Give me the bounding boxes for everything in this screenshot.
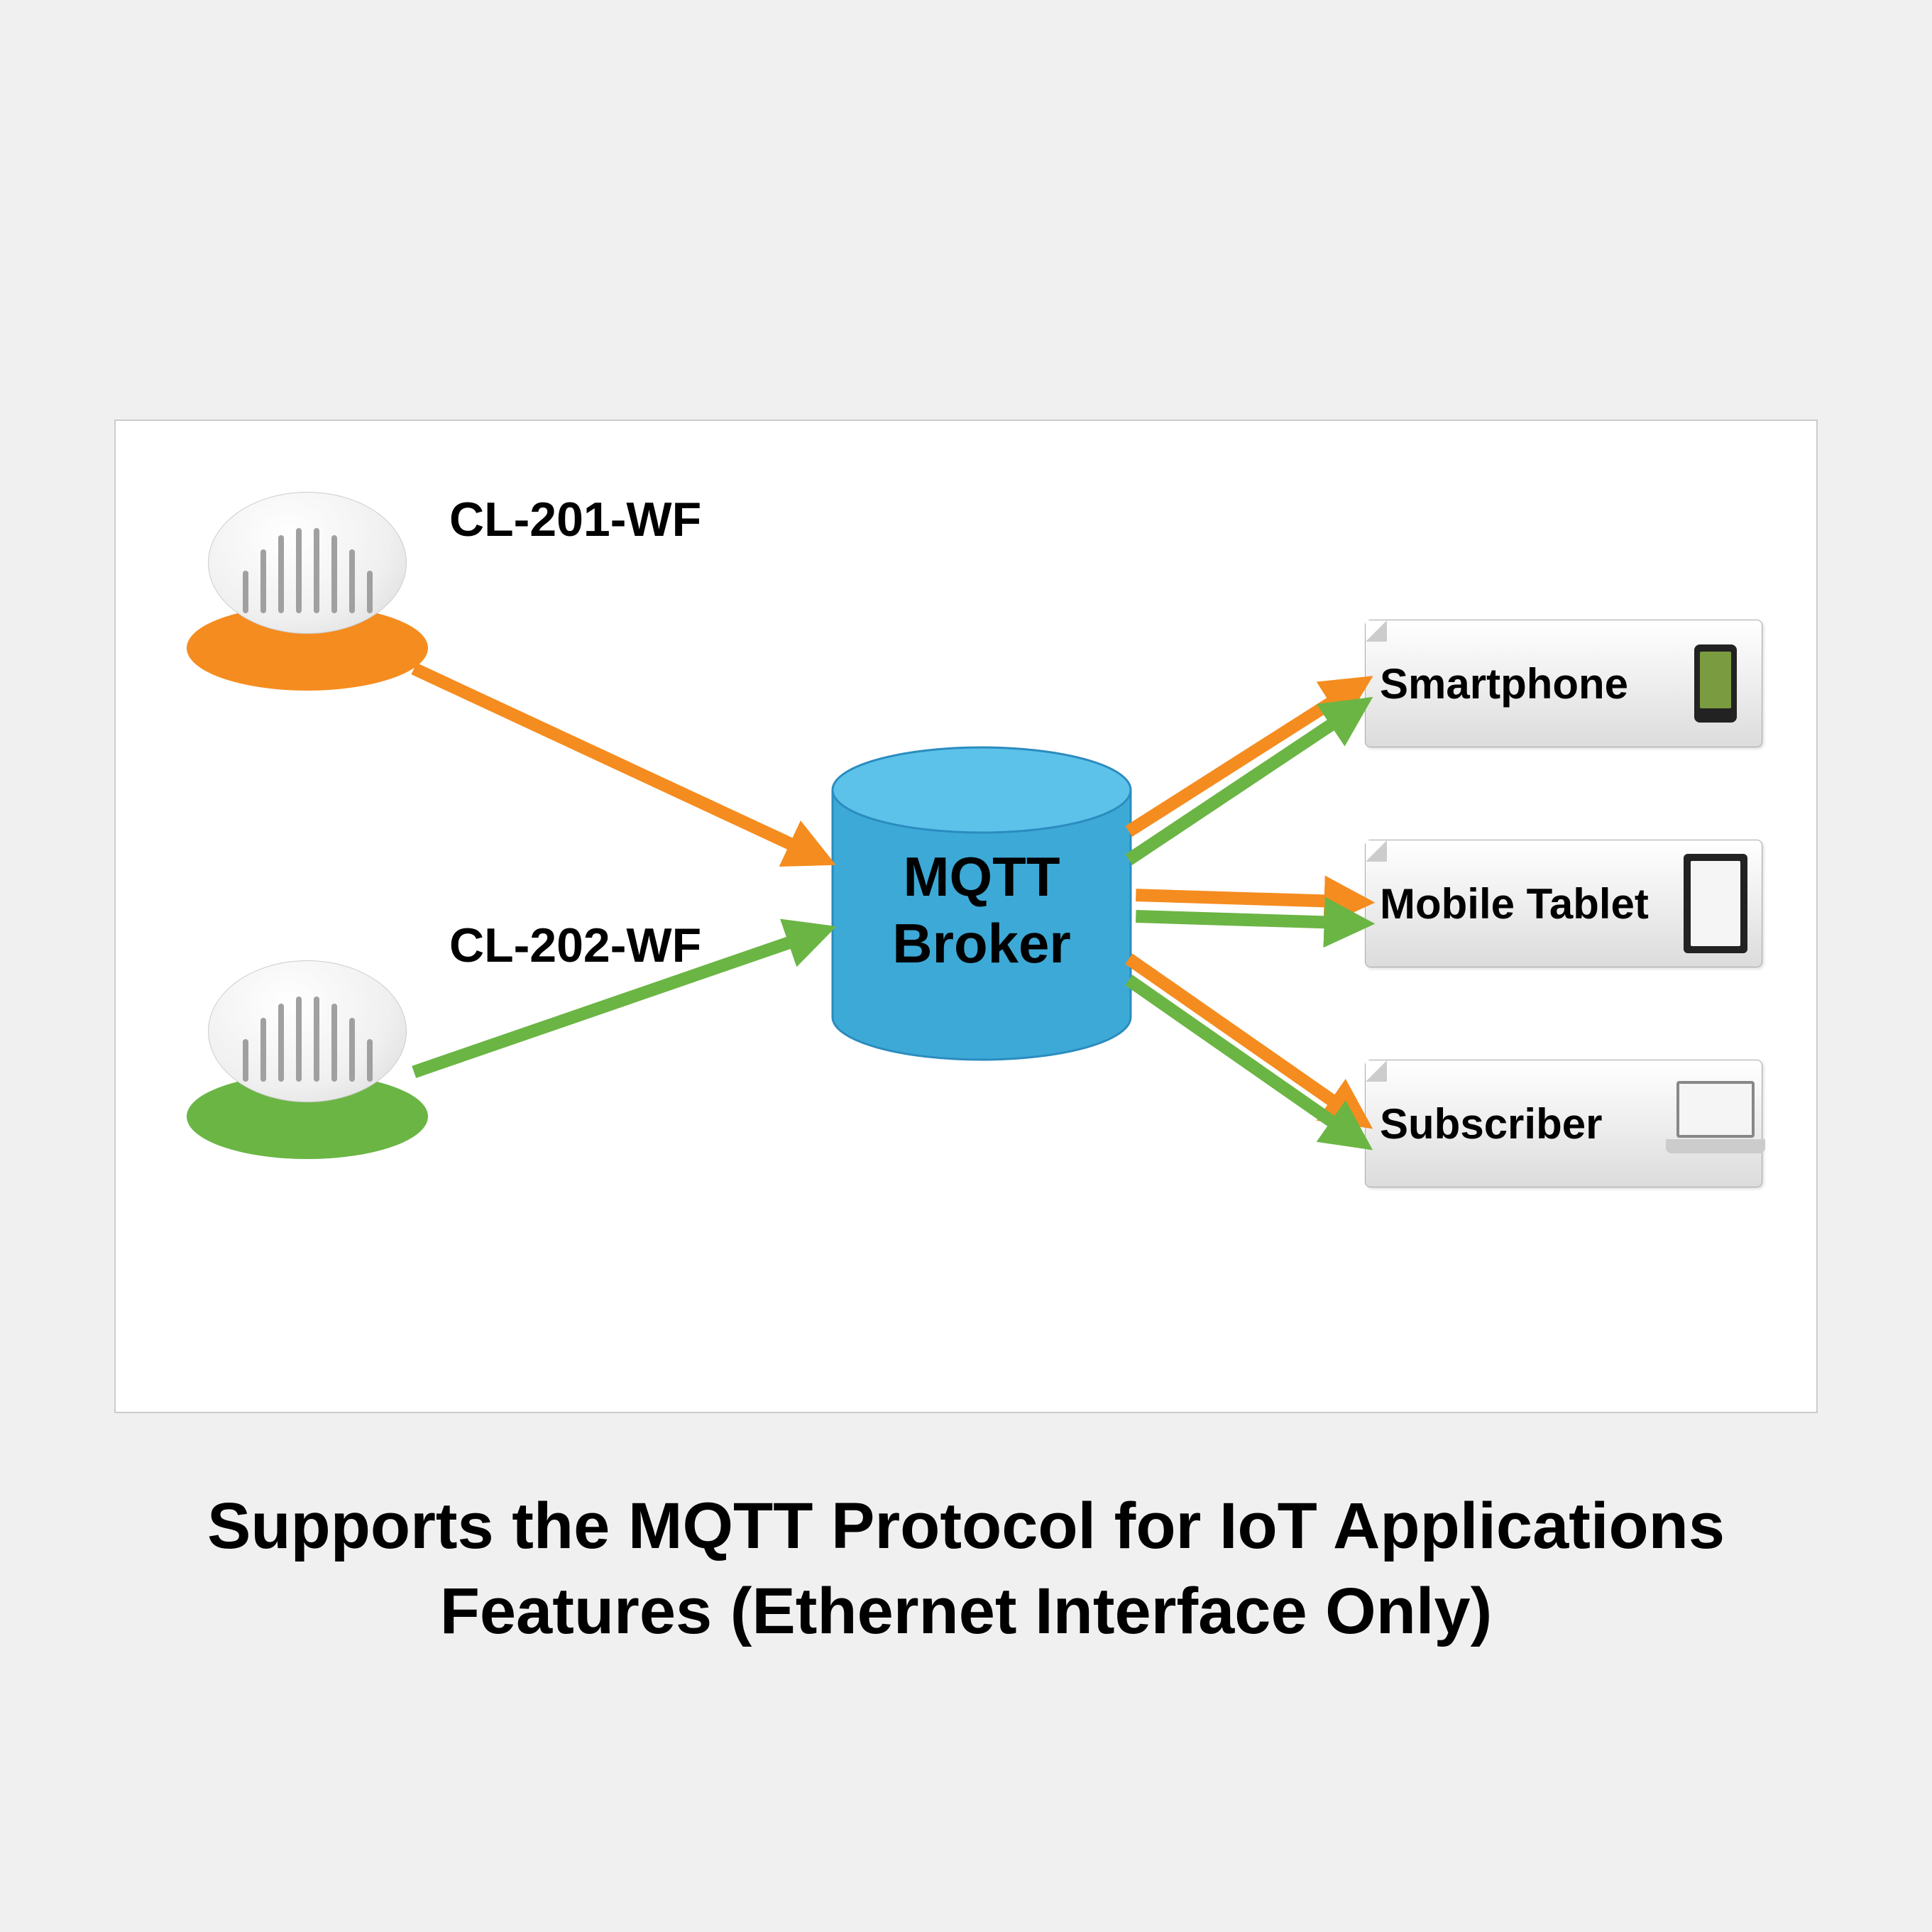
edge-broker-t2-orange — [1136, 895, 1362, 902]
target-tablet-label: Mobile Tablet — [1380, 879, 1684, 928]
fold-corner-icon — [1366, 1060, 1387, 1082]
edge-broker-t1-green — [1129, 704, 1362, 860]
broker-label: MQTT Broker — [892, 844, 1070, 977]
tablet-icon — [1684, 854, 1747, 953]
target-tablet: Mobile Tablet — [1365, 840, 1762, 967]
broker-label-line2: Broker — [892, 912, 1070, 975]
smartphone-icon — [1684, 634, 1747, 733]
edge-broker-t3-orange — [1129, 959, 1362, 1121]
laptop-icon — [1684, 1074, 1747, 1173]
fold-corner-icon — [1366, 840, 1387, 862]
diagram-panel: CL-201-WF CL-202-WF MQTT — [114, 419, 1818, 1413]
sensor-vents-2 — [236, 982, 378, 1082]
edge-broker-t2-green — [1136, 916, 1362, 923]
fold-corner-icon — [1366, 620, 1387, 642]
sensor-device-2 — [187, 960, 428, 1159]
target-smartphone-label: Smartphone — [1380, 659, 1684, 708]
edge-broker-t3-green — [1129, 980, 1362, 1143]
edge-sensor1-broker — [414, 669, 824, 860]
target-subscriber-label: Subscriber — [1380, 1099, 1684, 1148]
sensor-body-1 — [208, 492, 407, 634]
sensor-device-1 — [187, 492, 428, 691]
target-subscriber: Subscriber — [1365, 1060, 1762, 1187]
sensor-label-1: CL-201-WF — [449, 492, 701, 547]
caption-text: Supports the MQTT Protocol for IoT Appli… — [114, 1484, 1818, 1654]
edge-broker-t1-orange — [1129, 683, 1362, 831]
broker-label-line1: MQTT — [904, 845, 1060, 908]
sensor-body-2 — [208, 960, 407, 1102]
mqtt-broker: MQTT Broker — [825, 740, 1138, 1067]
sensor-label-2: CL-202-WF — [449, 918, 701, 973]
sensor-vents-1 — [236, 514, 378, 613]
target-smartphone: Smartphone — [1365, 620, 1762, 747]
